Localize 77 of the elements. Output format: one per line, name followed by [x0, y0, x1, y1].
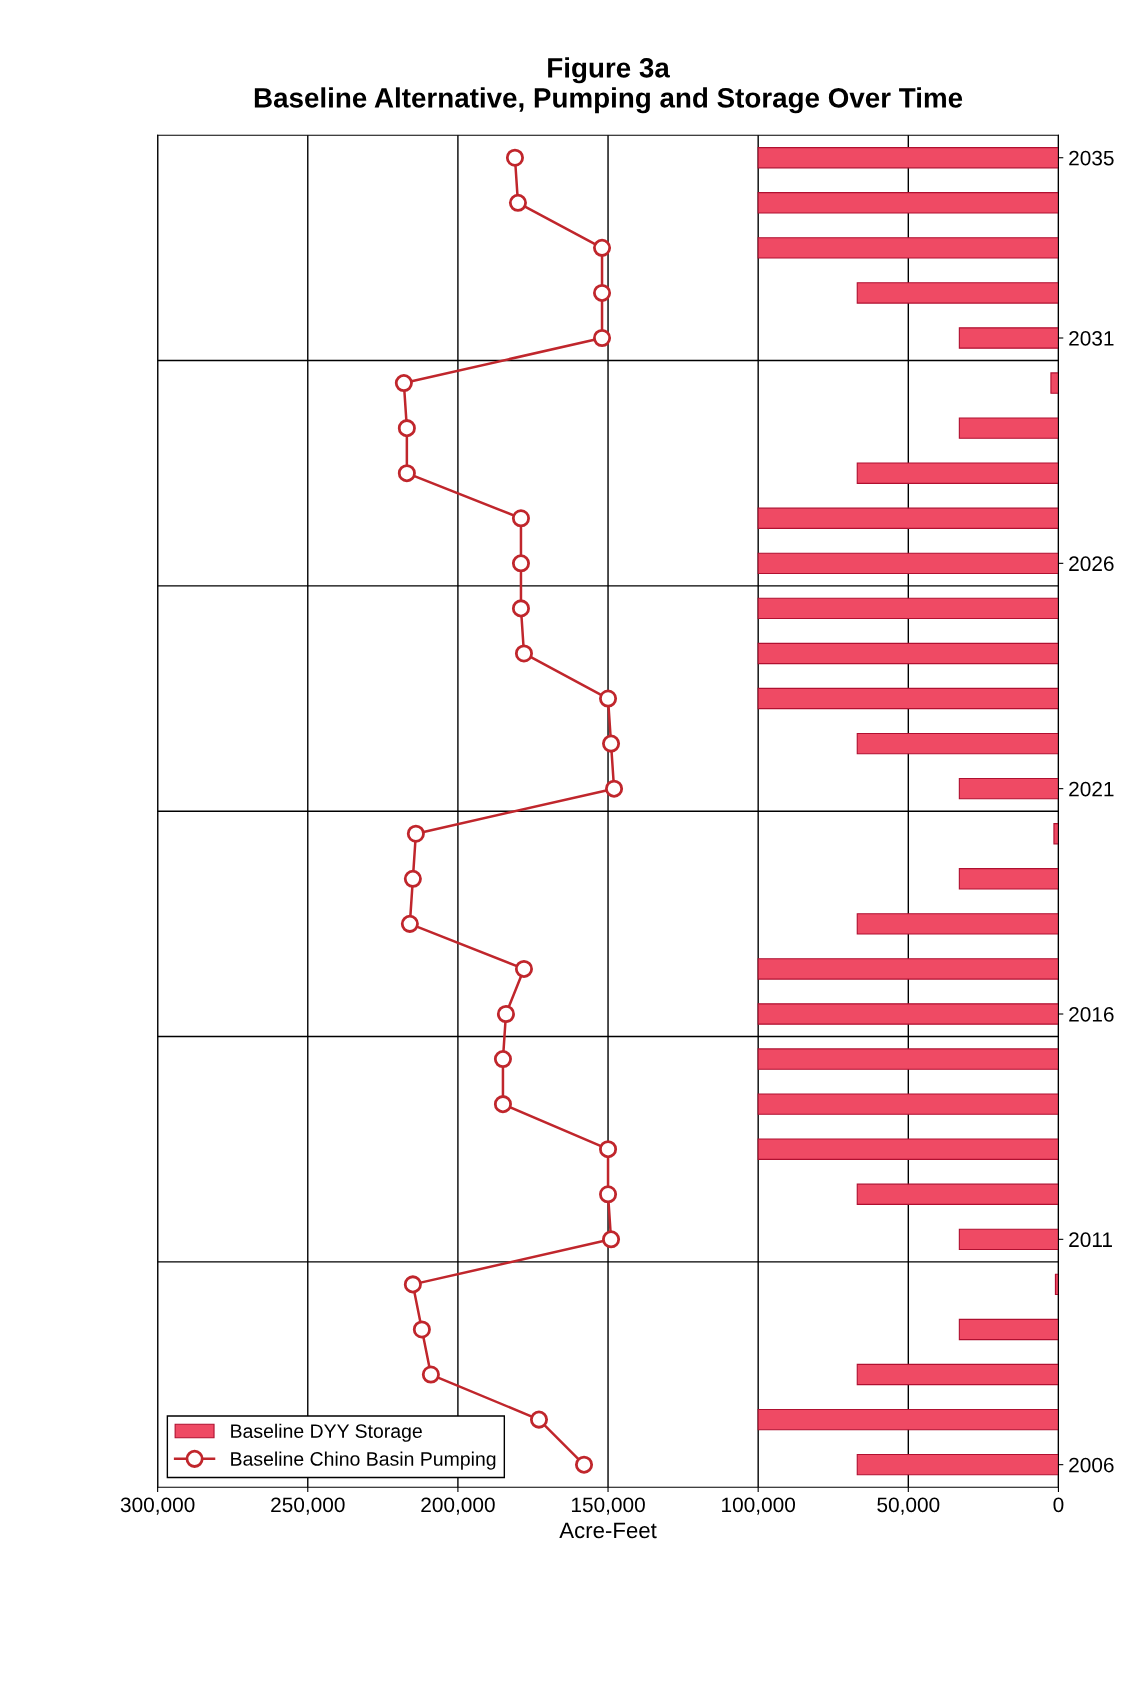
bar [958, 327, 1059, 349]
bar [958, 777, 1059, 800]
point [493, 1095, 512, 1114]
x-tick-label: 0 [1053, 1497, 1064, 1513]
bar [757, 958, 1059, 980]
point [421, 1365, 440, 1384]
y-tick-label: 2021 [1069, 781, 1114, 797]
y-tick-label: 2026 [1069, 556, 1114, 572]
x-tick-label: 100,000 [722, 1497, 796, 1515]
point [412, 1320, 431, 1339]
bar [856, 282, 1059, 304]
point [599, 689, 618, 708]
bar [757, 1138, 1059, 1160]
y-tick-label: 2031 [1069, 331, 1114, 346]
bar [856, 1453, 1059, 1476]
point [605, 779, 624, 798]
point [602, 734, 621, 753]
bar [958, 1228, 1059, 1251]
bar [958, 417, 1059, 439]
bar [856, 913, 1059, 935]
point [397, 419, 416, 438]
legend-label: Baseline Chino Basin Pumping [231, 1451, 496, 1470]
bar [757, 642, 1059, 665]
point [511, 554, 530, 573]
point [529, 1410, 549, 1429]
point [593, 283, 612, 302]
x-tick-label: 150,000 [571, 1497, 645, 1515]
bar [757, 507, 1059, 529]
y-tick-label: 2016 [1069, 1007, 1114, 1022]
point [593, 238, 612, 257]
point [511, 599, 530, 618]
point [593, 328, 612, 348]
bar [757, 237, 1059, 259]
bar [757, 1003, 1059, 1025]
bar [958, 868, 1059, 890]
bar [1053, 823, 1059, 845]
bar [757, 1408, 1059, 1431]
bar [958, 1318, 1059, 1341]
legend-label: Baseline DYY Storage [231, 1423, 422, 1442]
bar [757, 1093, 1059, 1115]
point [508, 193, 527, 212]
y-tick-label: 2006 [1069, 1457, 1114, 1473]
point [493, 1050, 512, 1069]
point [406, 824, 425, 843]
bar [757, 1048, 1059, 1070]
point [599, 1140, 618, 1159]
x-axis-title: Acre-Feet [559, 1522, 657, 1539]
point [397, 464, 416, 483]
y-tick-label: 2011 [1069, 1232, 1112, 1248]
bar [856, 1363, 1059, 1386]
bar [757, 687, 1059, 710]
point [514, 644, 533, 663]
bar [757, 552, 1059, 575]
y-tick-label: 2035 [1069, 150, 1114, 166]
bar [757, 597, 1059, 620]
point [403, 1275, 422, 1294]
point [574, 1455, 594, 1474]
bar [1050, 372, 1059, 394]
bar [856, 732, 1059, 755]
x-tick-label: 50,000 [877, 1497, 940, 1515]
bar [757, 192, 1059, 214]
point [400, 914, 419, 933]
x-tick-label: 200,000 [421, 1497, 495, 1515]
point [505, 148, 524, 167]
point [496, 1004, 515, 1024]
point [511, 509, 530, 528]
bar [757, 147, 1059, 169]
point [394, 374, 413, 393]
point [514, 959, 533, 978]
x-tick-label: 250,000 [271, 1497, 345, 1515]
point [599, 1185, 618, 1204]
x-tick-label: 300,000 [120, 1497, 195, 1515]
point [602, 1230, 621, 1249]
bar [856, 462, 1059, 484]
chart-title: Figure 3a Baseline Alternative, Pumping and Storage Over Time [254, 57, 963, 114]
point [403, 869, 422, 888]
bar [856, 1183, 1059, 1205]
